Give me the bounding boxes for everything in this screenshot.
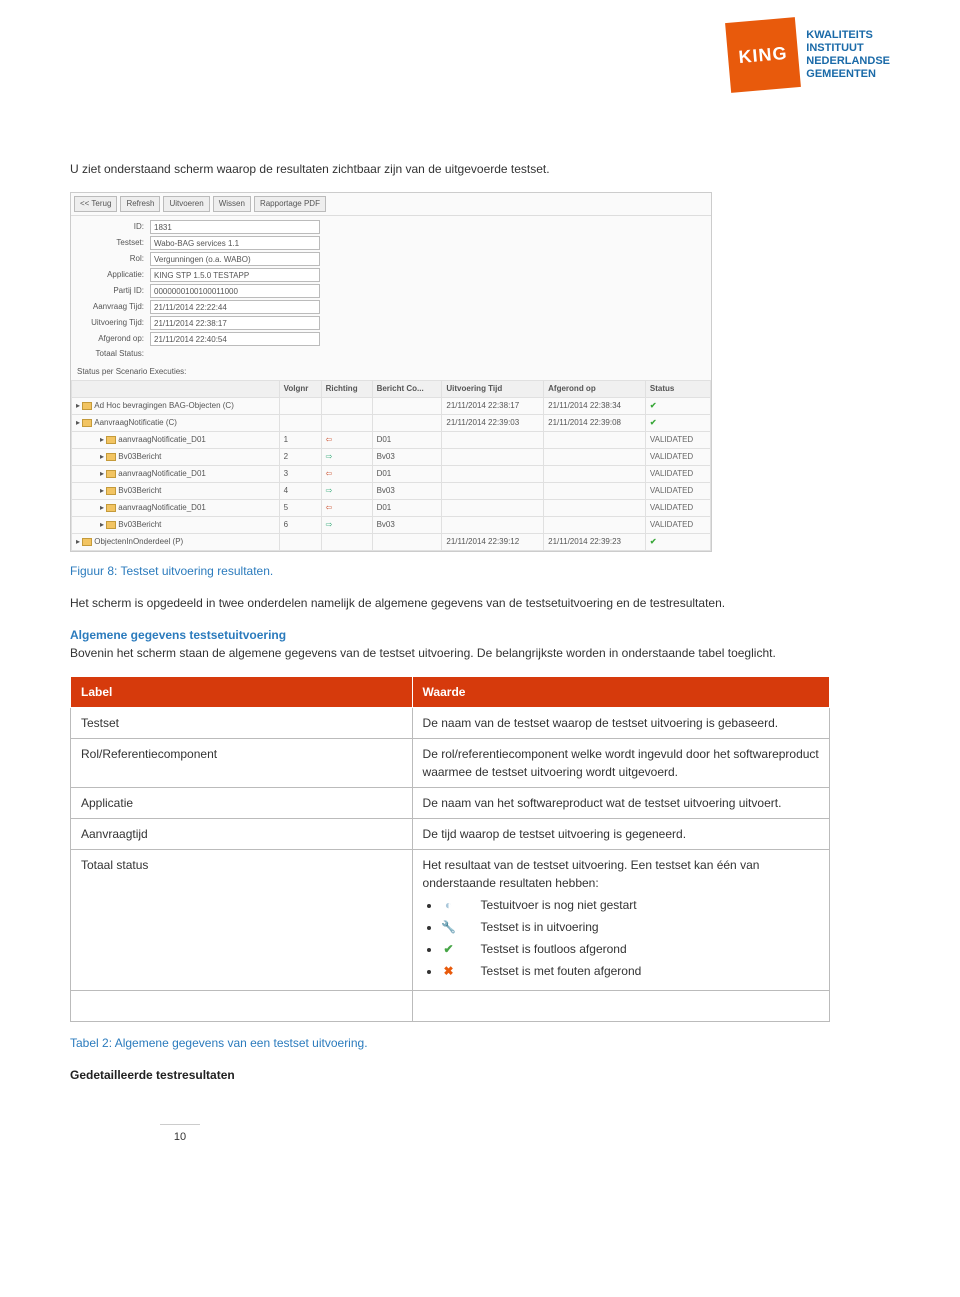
- execute-button[interactable]: Uitvoeren: [163, 196, 209, 212]
- paragraph-2: Het scherm is opgedeeld in twee onderdel…: [70, 594, 890, 612]
- applicatie-label: Applicatie:: [79, 269, 144, 281]
- scenario-table: Volgnr Richting Bericht Co... Uitvoering…: [71, 380, 711, 551]
- afgerond-label: Afgerond op:: [79, 333, 144, 345]
- scenario-row[interactable]: ▸ aanvraagNotificatie_D013⇦D01VALIDATED: [72, 466, 711, 483]
- result-screenshot: << Terug Refresh Uitvoeren Wissen Rappor…: [70, 192, 712, 552]
- screenshot-form: ID: 1831 Testset: Wabo-BAG services 1.1 …: [71, 216, 711, 364]
- table-row: Applicatie De naam van het softwareprodu…: [71, 788, 830, 819]
- scenario-row[interactable]: ▸ Ad Hoc bevragingen BAG-Objecten (C)21/…: [72, 398, 711, 415]
- screenshot-toolbar: << Terug Refresh Uitvoeren Wissen Rappor…: [71, 193, 711, 216]
- scenario-row[interactable]: ▸ aanvraagNotificatie_D011⇦D01VALIDATED: [72, 432, 711, 449]
- refresh-button[interactable]: Refresh: [120, 196, 160, 212]
- ok-icon: ✔: [441, 941, 457, 957]
- scenario-row[interactable]: ▸ Bv03Bericht4⇨Bv03VALIDATED: [72, 483, 711, 500]
- aanvraag-field[interactable]: 21/11/2014 22:22:44: [150, 300, 320, 314]
- error-icon: ✖: [441, 963, 457, 979]
- applicatie-field[interactable]: KING STP 1.5.0 TESTAPP: [150, 268, 320, 282]
- section-heading: Algemene gegevens testsetuitvoering: [70, 628, 286, 642]
- clear-button[interactable]: Wissen: [213, 196, 251, 212]
- scenario-row[interactable]: ▸ ObjectenInOnderdeel (P)21/11/2014 22:3…: [72, 534, 711, 551]
- scenario-row[interactable]: ▸ aanvraagNotificatie_D015⇦D01VALIDATED: [72, 500, 711, 517]
- scenario-table-header: Volgnr Richting Bericht Co... Uitvoering…: [72, 381, 711, 398]
- id-label: ID:: [79, 221, 144, 233]
- totaal-label: Totaal Status:: [79, 348, 144, 360]
- rol-field[interactable]: Vergunningen (o.a. WABO): [150, 252, 320, 266]
- wait-icon: ◐: [441, 897, 457, 913]
- testset-field[interactable]: Wabo-BAG services 1.1: [150, 236, 320, 250]
- afgerond-field[interactable]: 21/11/2014 22:40:54: [150, 332, 320, 346]
- report-button[interactable]: Rapportage PDF: [254, 196, 326, 212]
- rol-label: Rol:: [79, 253, 144, 265]
- paragraph-3: Bovenin het scherm staan de algemene geg…: [70, 646, 776, 660]
- partij-label: Partij ID:: [79, 285, 144, 297]
- table-row: Totaal status Het resultaat van de tests…: [71, 850, 830, 991]
- intro-paragraph: U ziet onderstaand scherm waarop de resu…: [70, 160, 890, 178]
- table-caption: Tabel 2: Algemene gegevens van een tests…: [70, 1034, 890, 1052]
- back-button[interactable]: << Terug: [74, 196, 117, 212]
- scenario-row[interactable]: ▸ Bv03Bericht6⇨Bv03VALIDATED: [72, 517, 711, 534]
- def-th-value: Waarde: [412, 677, 829, 708]
- definition-table: Label Waarde Testset De naam van de test…: [70, 676, 830, 1022]
- id-field[interactable]: 1831: [150, 220, 320, 234]
- king-logo-icon: KING: [725, 17, 801, 93]
- status-legend: ◐Testuitvoer is nog niet gestart 🔧Testse…: [441, 896, 819, 980]
- table-row: Testset De naam van de testset waarop de…: [71, 708, 830, 739]
- logo-subtitle: KWALITEITS INSTITUUT NEDERLANDSE GEMEENT…: [806, 29, 890, 82]
- subsection-heading: Gedetailleerde testresultaten: [70, 1066, 890, 1084]
- running-icon: 🔧: [441, 919, 457, 935]
- table-row: Rol/Referentiecomponent De rol/referenti…: [71, 739, 830, 788]
- page-number: 10: [160, 1124, 200, 1146]
- brand-logo: KING KWALITEITS INSTITUUT NEDERLANDSE GE…: [728, 20, 890, 90]
- def-th-label: Label: [71, 677, 413, 708]
- table-row-empty: [71, 991, 830, 1022]
- testset-label: Testset:: [79, 237, 144, 249]
- aanvraag-label: Aanvraag Tijd:: [79, 301, 144, 313]
- uitvoering-field[interactable]: 21/11/2014 22:38:17: [150, 316, 320, 330]
- partij-field[interactable]: 0000000100100011000: [150, 284, 320, 298]
- figure-caption: Figuur 8: Testset uitvoering resultaten.: [70, 562, 890, 580]
- uitvoering-label: Uitvoering Tijd:: [79, 317, 144, 329]
- table-row: Aanvraagtijd De tijd waarop de testset u…: [71, 819, 830, 850]
- scenario-row[interactable]: ▸ AanvraagNotificatie (C)21/11/2014 22:3…: [72, 415, 711, 432]
- status-per-scenario-label: Status per Scenario Executies:: [71, 364, 711, 380]
- scenario-row[interactable]: ▸ Bv03Bericht2⇨Bv03VALIDATED: [72, 449, 711, 466]
